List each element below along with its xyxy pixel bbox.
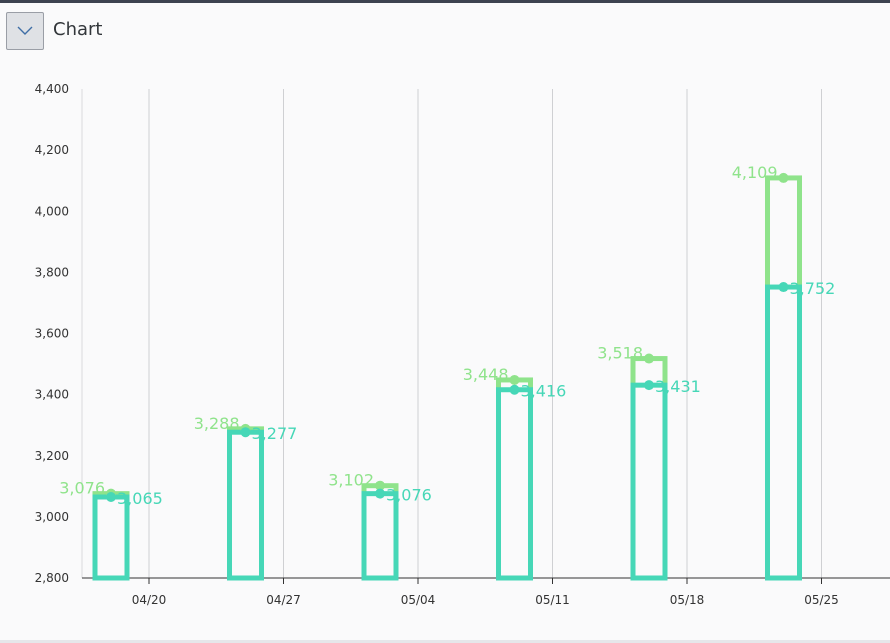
- top-border: [0, 0, 890, 3]
- x-tick-label: 05/18: [670, 593, 705, 607]
- bar-s1-2: [361, 491, 399, 581]
- data-label-s1-0: 3,065: [117, 489, 163, 508]
- bar-s1-5: [765, 284, 802, 581]
- y-tick-label: 4,200: [35, 143, 69, 157]
- data-label-s0-4: 3,518: [597, 344, 643, 363]
- point-s0-4: [644, 353, 654, 364]
- x-tick-label: 04/27: [266, 593, 301, 607]
- bar-s1-3: [496, 387, 533, 581]
- data-label-s1-3: 3,416: [521, 382, 567, 401]
- data-label-s1-2: 3,076: [386, 486, 432, 505]
- data-label-s1-4: 3,431: [655, 377, 701, 396]
- data-label-s0-0: 3,076: [59, 479, 105, 498]
- point-s1-3: [509, 384, 520, 395]
- x-tick-label: 05/04: [401, 593, 436, 607]
- bar-s0-1: [227, 426, 264, 581]
- point-s1-5: [778, 282, 789, 293]
- data-label-s0-2: 3,102: [328, 471, 374, 490]
- chart-header: Chart: [0, 3, 890, 55]
- y-tick-label: 3,400: [35, 388, 69, 402]
- point-s1-2: [375, 488, 385, 499]
- point-s0-5: [778, 172, 789, 183]
- data-label-s0-3: 3,448: [463, 365, 509, 384]
- x-tick-label: 05/25: [804, 593, 839, 607]
- data-label-s0-1: 3,288: [194, 414, 240, 433]
- bar-s0-5: [765, 175, 802, 581]
- y-tick-label: 4,400: [35, 82, 69, 96]
- y-tick-label: 3,000: [35, 510, 69, 524]
- bar-s1-0: [92, 494, 130, 581]
- y-tick-label: 3,800: [35, 265, 69, 279]
- x-tick-label: 05/11: [535, 593, 570, 607]
- chevron-down-icon: [17, 26, 33, 35]
- bar-s1-4: [630, 382, 668, 581]
- point-s1-0: [106, 492, 116, 503]
- point-s0-2: [375, 480, 385, 491]
- y-tick-label: 3,200: [35, 449, 69, 463]
- point-s1-1: [240, 427, 251, 438]
- y-tick-label: 4,000: [35, 204, 69, 218]
- point-s1-4: [644, 380, 654, 391]
- bar-s1-1: [227, 429, 264, 581]
- bottom-border: [0, 640, 890, 643]
- y-tick-label: 2,800: [35, 571, 69, 585]
- data-label-s1-5: 3,752: [790, 279, 836, 298]
- y-tick-label: 3,600: [35, 327, 69, 341]
- bar-s0-3: [496, 377, 533, 581]
- point-s0-3: [509, 374, 520, 385]
- data-label-s0-5: 4,109: [732, 163, 778, 182]
- collapse-toggle-button[interactable]: [6, 12, 44, 50]
- chart-title: Chart: [53, 19, 103, 40]
- data-label-s1-1: 3,277: [252, 424, 298, 443]
- x-tick-label: 04/20: [132, 593, 167, 607]
